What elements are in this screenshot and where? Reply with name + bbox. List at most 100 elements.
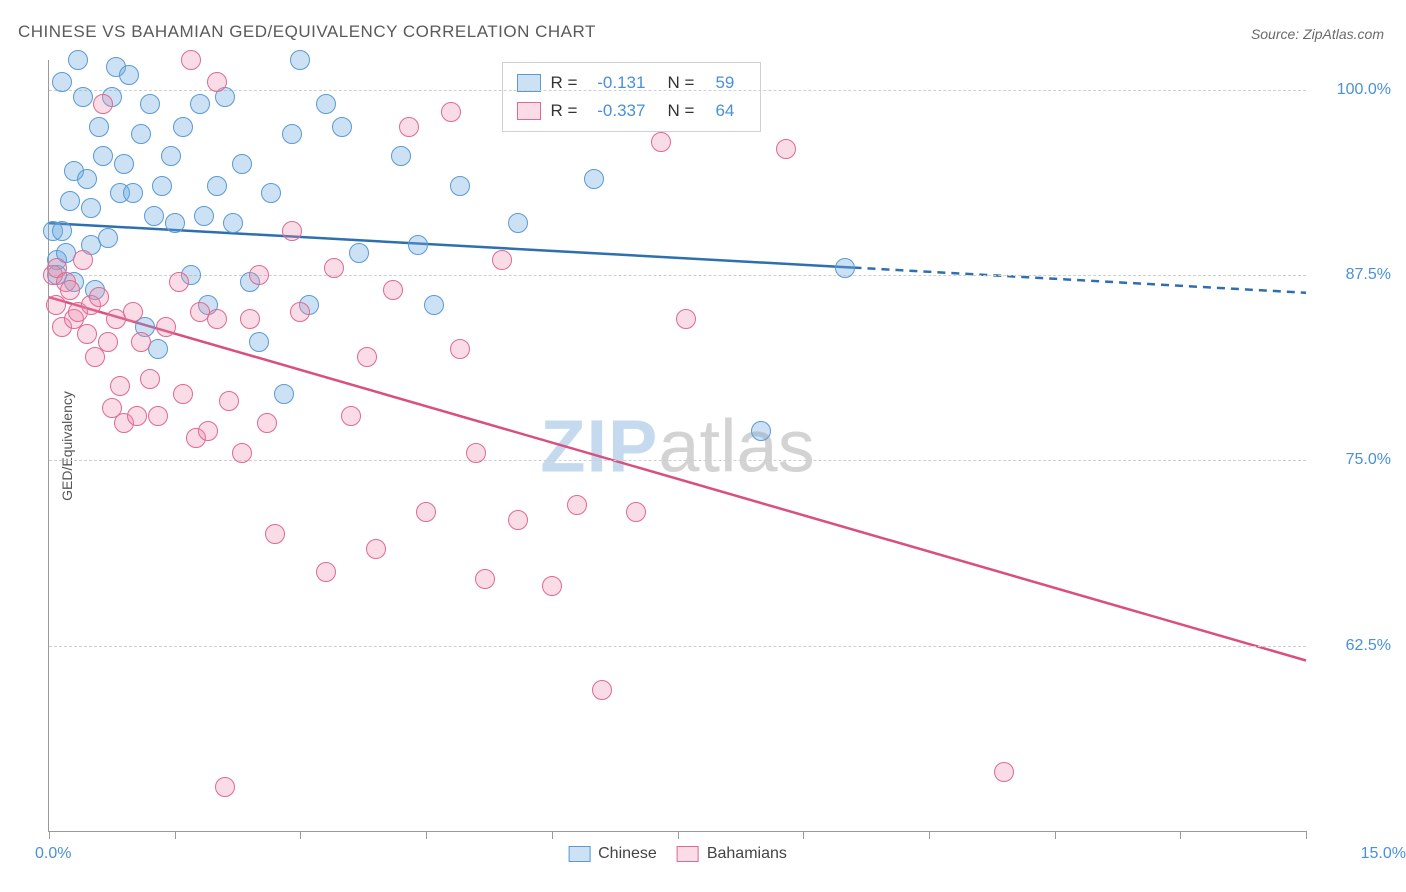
chart-container: CHINESE VS BAHAMIAN GED/EQUIVALENCY CORR…: [0, 0, 1406, 892]
legend-swatch: [568, 846, 590, 862]
x-tick: [929, 831, 930, 839]
legend-label: Chinese: [598, 845, 657, 863]
scatter-point: [52, 221, 72, 241]
scatter-point: [274, 384, 294, 404]
scatter-point: [77, 169, 97, 189]
scatter-point: [173, 384, 193, 404]
scatter-point: [542, 576, 562, 596]
scatter-point: [232, 154, 252, 174]
scatter-point: [60, 191, 80, 211]
legend-swatch: [677, 846, 699, 862]
scatter-point: [475, 569, 495, 589]
scatter-point: [110, 376, 130, 396]
scatter-point: [232, 443, 252, 463]
legend-r-label: R =: [551, 97, 578, 125]
scatter-point: [114, 154, 134, 174]
x-tick: [1180, 831, 1181, 839]
scatter-point: [341, 406, 361, 426]
scatter-point: [89, 117, 109, 137]
scatter-point: [751, 421, 771, 441]
x-tick: [1306, 831, 1307, 839]
x-tick: [426, 831, 427, 839]
scatter-point: [776, 139, 796, 159]
scatter-point: [592, 680, 612, 700]
scatter-point: [173, 117, 193, 137]
scatter-point: [219, 391, 239, 411]
scatter-point: [282, 124, 302, 144]
scatter-point: [349, 243, 369, 263]
scatter-point: [68, 50, 88, 70]
series-legend: ChineseBahamians: [568, 845, 787, 863]
scatter-point: [508, 213, 528, 233]
scatter-point: [198, 421, 218, 441]
scatter-point: [144, 206, 164, 226]
scatter-point: [408, 235, 428, 255]
scatter-point: [46, 295, 66, 315]
scatter-point: [190, 94, 210, 114]
x-tick: [300, 831, 301, 839]
scatter-point: [156, 317, 176, 337]
legend-n-value: 59: [704, 69, 734, 97]
scatter-point: [651, 132, 671, 152]
scatter-point: [332, 117, 352, 137]
scatter-point: [265, 524, 285, 544]
scatter-point: [316, 562, 336, 582]
legend-r-label: R =: [551, 69, 578, 97]
scatter-point: [152, 176, 172, 196]
scatter-point: [119, 65, 139, 85]
chart-title: CHINESE VS BAHAMIAN GED/EQUIVALENCY CORR…: [18, 22, 596, 42]
scatter-point: [60, 280, 80, 300]
scatter-point: [567, 495, 587, 515]
scatter-point: [131, 332, 151, 352]
x-tick: [552, 831, 553, 839]
trend-line: [853, 268, 1306, 293]
scatter-point: [441, 102, 461, 122]
scatter-point: [73, 87, 93, 107]
scatter-point: [123, 302, 143, 322]
scatter-point: [77, 324, 97, 344]
scatter-point: [131, 124, 151, 144]
legend-r-value: -0.337: [587, 97, 645, 125]
gridline-h: [49, 90, 1306, 91]
correlation-legend: R =-0.131N =59R =-0.337N =64: [502, 62, 762, 132]
y-tick-label: 62.5%: [1311, 637, 1391, 655]
scatter-point: [450, 339, 470, 359]
scatter-point: [626, 502, 646, 522]
gridline-h: [49, 646, 1306, 647]
x-tick: [803, 831, 804, 839]
x-tick: [678, 831, 679, 839]
scatter-point: [261, 183, 281, 203]
scatter-point: [994, 762, 1014, 782]
legend-item: Chinese: [568, 845, 657, 863]
scatter-point: [207, 176, 227, 196]
scatter-point: [357, 347, 377, 367]
scatter-point: [207, 72, 227, 92]
scatter-point: [52, 72, 72, 92]
legend-row: R =-0.337N =64: [517, 97, 747, 125]
scatter-point: [98, 228, 118, 248]
plot-area: ZIPatlas R =-0.131N =59R =-0.337N =64 Ch…: [48, 60, 1306, 832]
scatter-point: [123, 183, 143, 203]
x-tick: [175, 831, 176, 839]
scatter-point: [399, 117, 419, 137]
scatter-point: [93, 146, 113, 166]
scatter-point: [89, 287, 109, 307]
scatter-point: [290, 50, 310, 70]
scatter-point: [81, 198, 101, 218]
x-tick: [49, 831, 50, 839]
chart-source: Source: ZipAtlas.com: [1251, 26, 1384, 42]
legend-swatch: [517, 102, 541, 120]
scatter-point: [148, 406, 168, 426]
scatter-point: [324, 258, 344, 278]
scatter-point: [282, 221, 302, 241]
scatter-point: [194, 206, 214, 226]
scatter-point: [249, 332, 269, 352]
legend-row: R =-0.131N =59: [517, 69, 747, 97]
scatter-point: [181, 50, 201, 70]
scatter-point: [127, 406, 147, 426]
scatter-point: [450, 176, 470, 196]
scatter-point: [98, 332, 118, 352]
scatter-point: [257, 413, 277, 433]
scatter-point: [391, 146, 411, 166]
y-tick-label: 75.0%: [1311, 451, 1391, 469]
